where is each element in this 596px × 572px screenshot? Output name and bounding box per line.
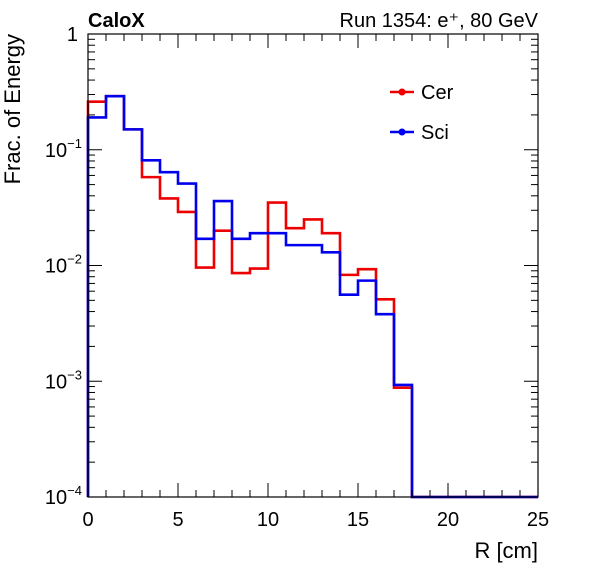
x-tick-label: 15 (347, 509, 369, 531)
series-line-cer (86, 94, 538, 499)
plot-frame (87, 33, 539, 498)
legend-marker-cer (398, 88, 406, 96)
experiment-label: CaloX (88, 10, 145, 32)
y-tick-label: 10−3 (45, 367, 82, 393)
legend-label-cer: Cer (421, 82, 454, 104)
y-tick-label: 10−1 (45, 136, 82, 162)
y-tick-label: 10−2 (45, 252, 82, 278)
legend-marker-sci (398, 128, 406, 136)
run-info-label: Run 1354: e⁺, 80 GeV (340, 10, 539, 32)
ticks-layer (87, 33, 539, 498)
series-layer (86, 94, 538, 499)
series-line-sci (86, 94, 538, 499)
x-tick-label: 5 (172, 509, 183, 531)
legend: Cer Sci (390, 82, 454, 144)
y-tick-labels: 10−4 10−3 10−2 10−1 1 (45, 24, 82, 509)
x-tick-label: 0 (82, 509, 93, 531)
x-axis-label: R [cm] (474, 538, 538, 563)
y-tick-label: 1 (67, 24, 78, 46)
x-tick-label: 10 (257, 509, 279, 531)
x-tick-label: 25 (527, 509, 549, 531)
y-axis-label: Frac. of Energy (0, 34, 25, 184)
x-tick-label: 20 (437, 509, 459, 531)
legend-label-sci: Sci (421, 122, 449, 144)
y-tick-label: 10−4 (45, 483, 82, 509)
x-tick-labels: 0 5 10 15 20 25 (82, 509, 549, 531)
